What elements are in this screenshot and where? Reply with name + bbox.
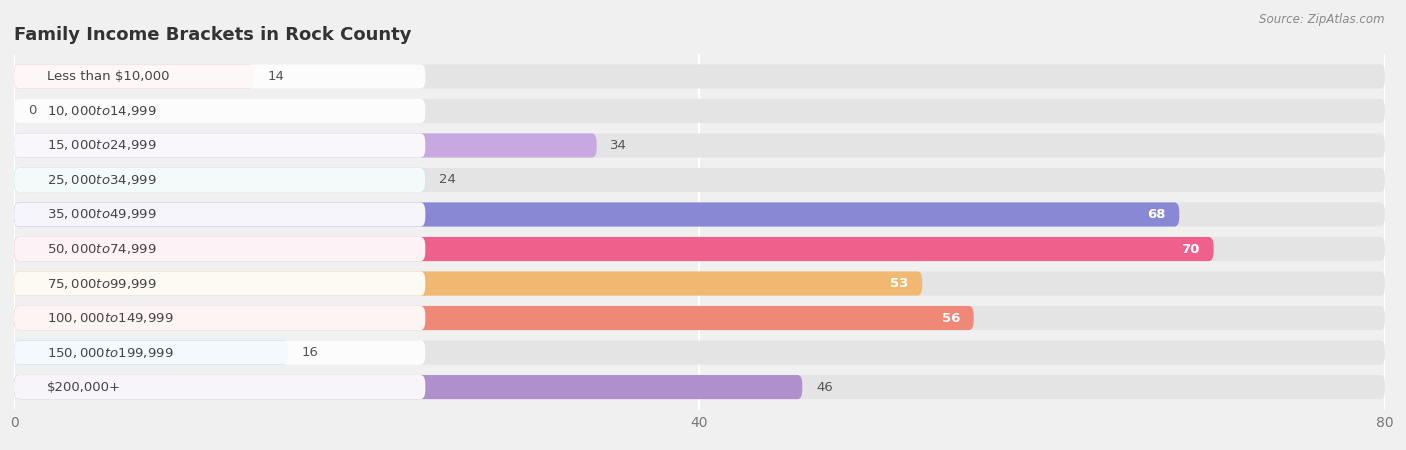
FancyBboxPatch shape [14, 341, 288, 364]
FancyBboxPatch shape [14, 375, 1385, 399]
Text: 16: 16 [302, 346, 319, 359]
FancyBboxPatch shape [14, 306, 973, 330]
FancyBboxPatch shape [14, 133, 596, 158]
Text: $200,000+: $200,000+ [46, 381, 121, 394]
Text: 53: 53 [890, 277, 908, 290]
FancyBboxPatch shape [14, 237, 425, 261]
Text: 56: 56 [942, 311, 960, 324]
Text: 24: 24 [439, 174, 456, 186]
FancyBboxPatch shape [14, 168, 425, 192]
Text: 68: 68 [1147, 208, 1166, 221]
Text: 14: 14 [267, 70, 284, 83]
FancyBboxPatch shape [14, 133, 425, 158]
Text: $75,000 to $99,999: $75,000 to $99,999 [46, 276, 156, 291]
FancyBboxPatch shape [14, 271, 1385, 296]
Text: 46: 46 [815, 381, 832, 394]
FancyBboxPatch shape [14, 64, 425, 89]
FancyBboxPatch shape [14, 202, 425, 226]
FancyBboxPatch shape [14, 99, 425, 123]
Text: $15,000 to $24,999: $15,000 to $24,999 [46, 139, 156, 153]
FancyBboxPatch shape [14, 375, 803, 399]
Text: $35,000 to $49,999: $35,000 to $49,999 [46, 207, 156, 221]
Text: $150,000 to $199,999: $150,000 to $199,999 [46, 346, 173, 360]
Text: $25,000 to $34,999: $25,000 to $34,999 [46, 173, 156, 187]
FancyBboxPatch shape [14, 271, 425, 296]
FancyBboxPatch shape [14, 202, 1180, 226]
FancyBboxPatch shape [14, 306, 425, 330]
FancyBboxPatch shape [14, 133, 1385, 158]
Text: 0: 0 [28, 104, 37, 117]
FancyBboxPatch shape [14, 306, 1385, 330]
Text: Less than $10,000: Less than $10,000 [46, 70, 170, 83]
FancyBboxPatch shape [14, 341, 1385, 364]
Text: Family Income Brackets in Rock County: Family Income Brackets in Rock County [14, 26, 412, 44]
Text: $50,000 to $74,999: $50,000 to $74,999 [46, 242, 156, 256]
FancyBboxPatch shape [14, 64, 254, 89]
FancyBboxPatch shape [14, 237, 1213, 261]
FancyBboxPatch shape [14, 99, 1385, 123]
FancyBboxPatch shape [14, 202, 1385, 226]
Text: 34: 34 [610, 139, 627, 152]
Text: 70: 70 [1181, 243, 1199, 256]
FancyBboxPatch shape [14, 341, 425, 364]
FancyBboxPatch shape [14, 168, 425, 192]
Text: Source: ZipAtlas.com: Source: ZipAtlas.com [1260, 14, 1385, 27]
FancyBboxPatch shape [14, 168, 1385, 192]
Text: $100,000 to $149,999: $100,000 to $149,999 [46, 311, 173, 325]
FancyBboxPatch shape [14, 237, 1385, 261]
FancyBboxPatch shape [14, 375, 425, 399]
Text: $10,000 to $14,999: $10,000 to $14,999 [46, 104, 156, 118]
FancyBboxPatch shape [14, 64, 1385, 89]
FancyBboxPatch shape [14, 271, 922, 296]
